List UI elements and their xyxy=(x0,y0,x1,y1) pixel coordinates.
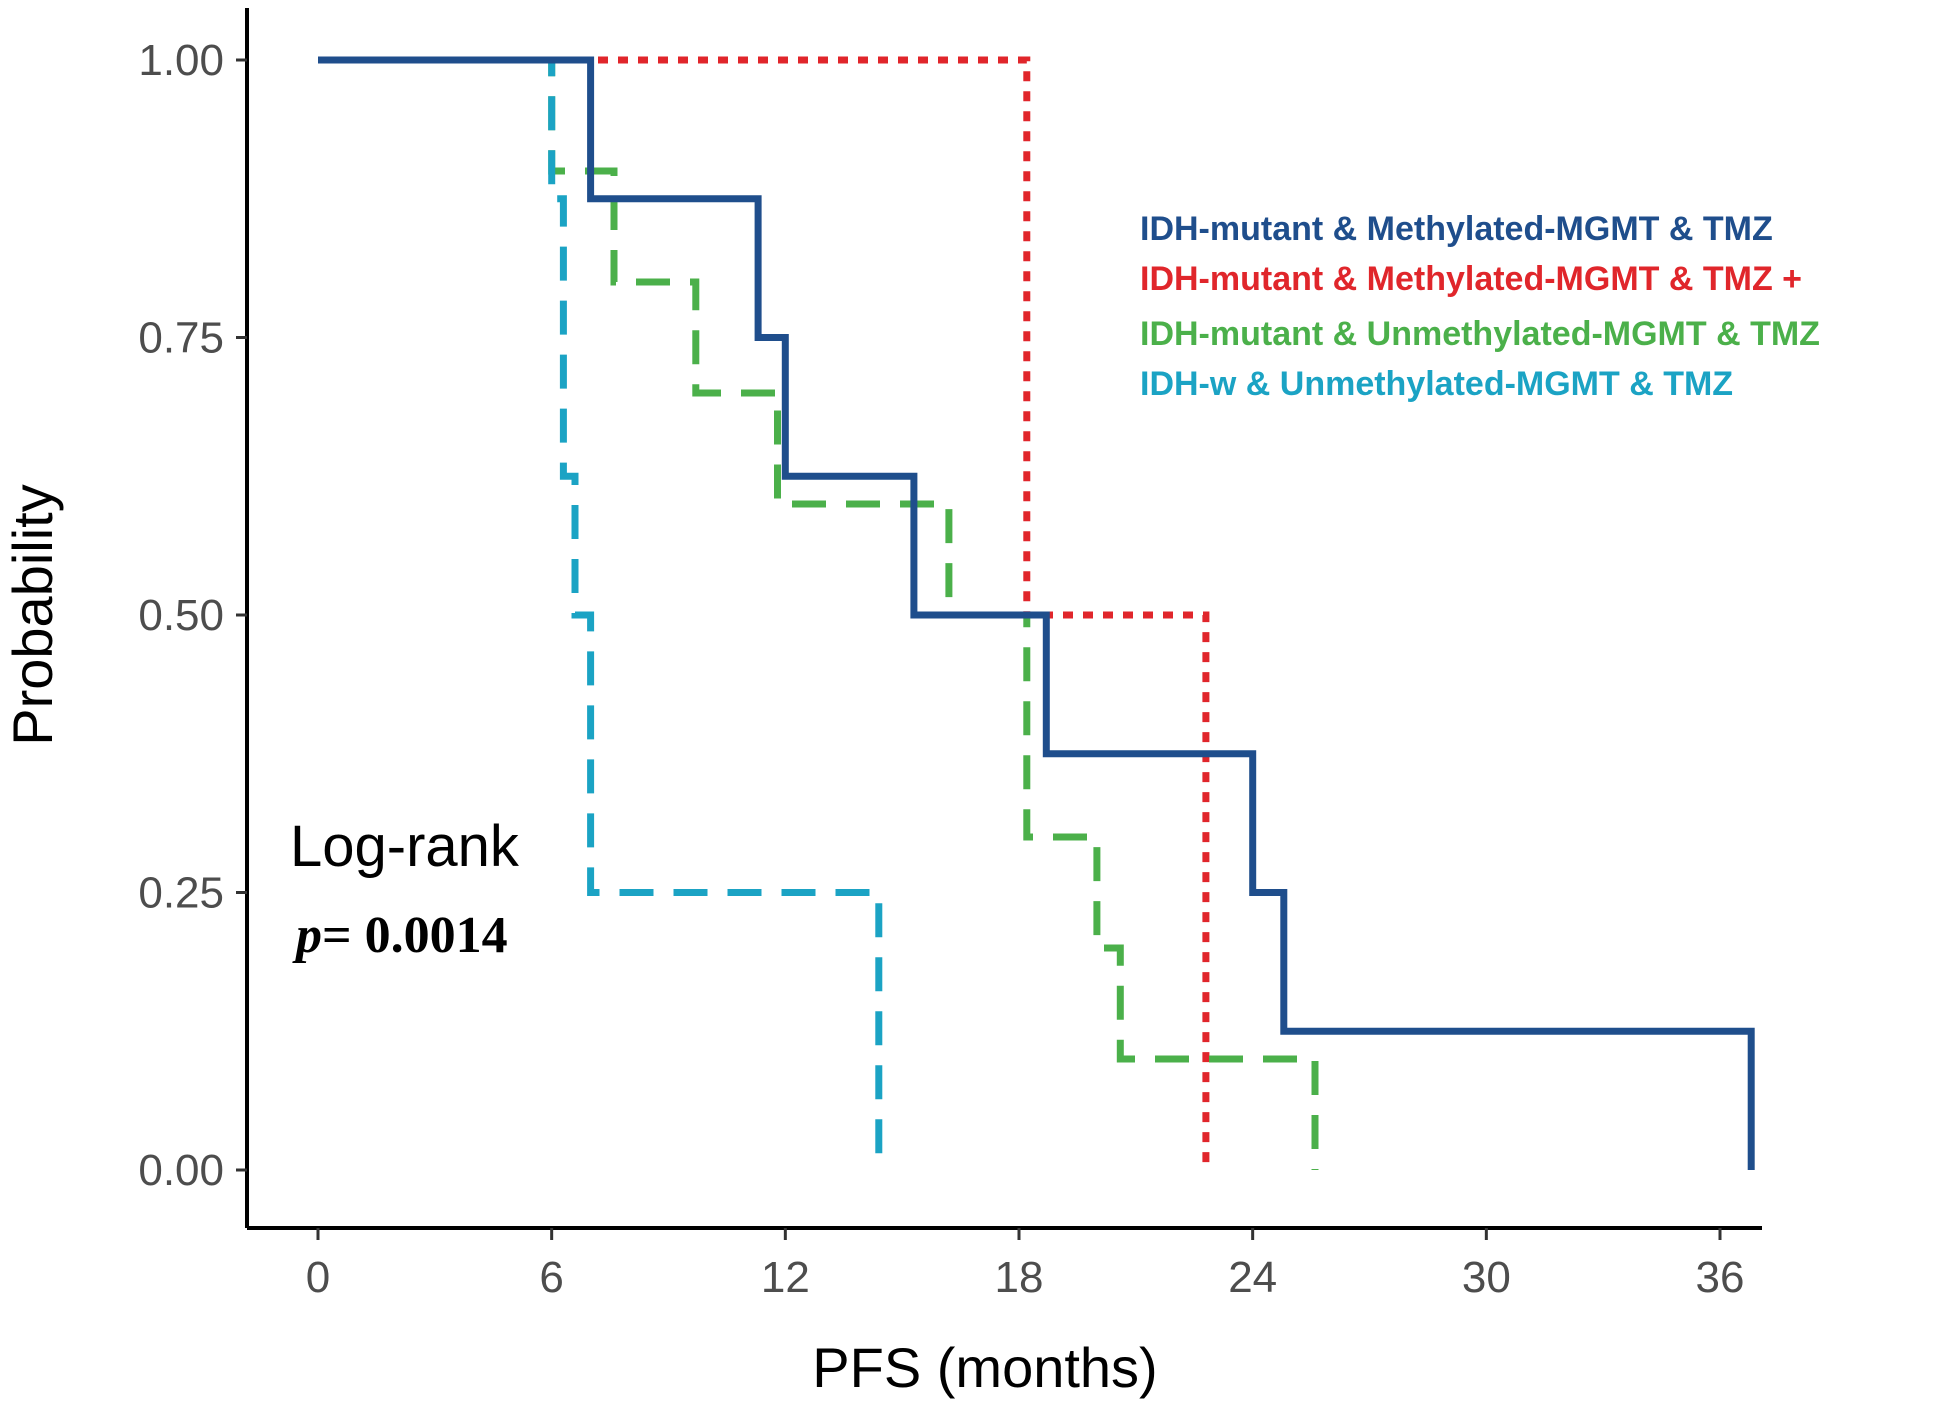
p-value: = 0.0014 xyxy=(322,907,508,964)
y-axis-title: Probability xyxy=(1,484,64,745)
axes xyxy=(245,8,1762,1230)
legend: IDH-mutant & Methylated-MGMT & TMZ IDH-mu… xyxy=(1140,210,1820,403)
y-tick-label: 1.00 xyxy=(138,36,224,85)
series-line-2 xyxy=(318,56,1210,1170)
series-line-4 xyxy=(318,56,883,1170)
y-ticks: 0.00 0.25 0.50 0.75 1.00 xyxy=(138,36,247,1195)
series-line-1 xyxy=(318,56,1755,1170)
log-rank-title: Log-rank xyxy=(290,814,520,879)
p-symbol: p xyxy=(292,907,322,964)
x-tick-label: 12 xyxy=(761,1253,810,1302)
y-tick-label: 0.00 xyxy=(138,1146,224,1195)
y-tick-label: 0.75 xyxy=(138,314,224,363)
survival-curves xyxy=(318,56,1755,1170)
legend-entry-2: IDH-mutant & Methylated-MGMT & TMZ + xyxy=(1140,260,1802,298)
y-tick-label: 0.50 xyxy=(138,591,224,640)
legend-entry-3: IDH-mutant & Unmethylated-MGMT & TMZ xyxy=(1140,315,1820,353)
legend-entry-1: IDH-mutant & Methylated-MGMT & TMZ xyxy=(1140,210,1773,248)
p-value-text: p= 0.0014 xyxy=(292,907,508,964)
x-tick-label: 0 xyxy=(306,1253,330,1302)
x-tick-label: 18 xyxy=(995,1253,1044,1302)
x-ticks: 0 6 12 18 24 30 36 xyxy=(306,1228,1745,1302)
x-axis-title: PFS (months) xyxy=(812,1336,1157,1399)
series-line-3 xyxy=(318,56,1319,1170)
x-tick-label: 30 xyxy=(1462,1253,1511,1302)
x-tick-label: 6 xyxy=(539,1253,563,1302)
x-tick-label: 24 xyxy=(1228,1253,1277,1302)
y-tick-label: 0.25 xyxy=(138,869,224,918)
log-rank-annotation: Log-rank p= 0.0014 xyxy=(290,814,520,964)
legend-entry-4: IDH-w & Unmethylated-MGMT & TMZ xyxy=(1140,365,1733,403)
x-tick-label: 36 xyxy=(1696,1253,1745,1302)
